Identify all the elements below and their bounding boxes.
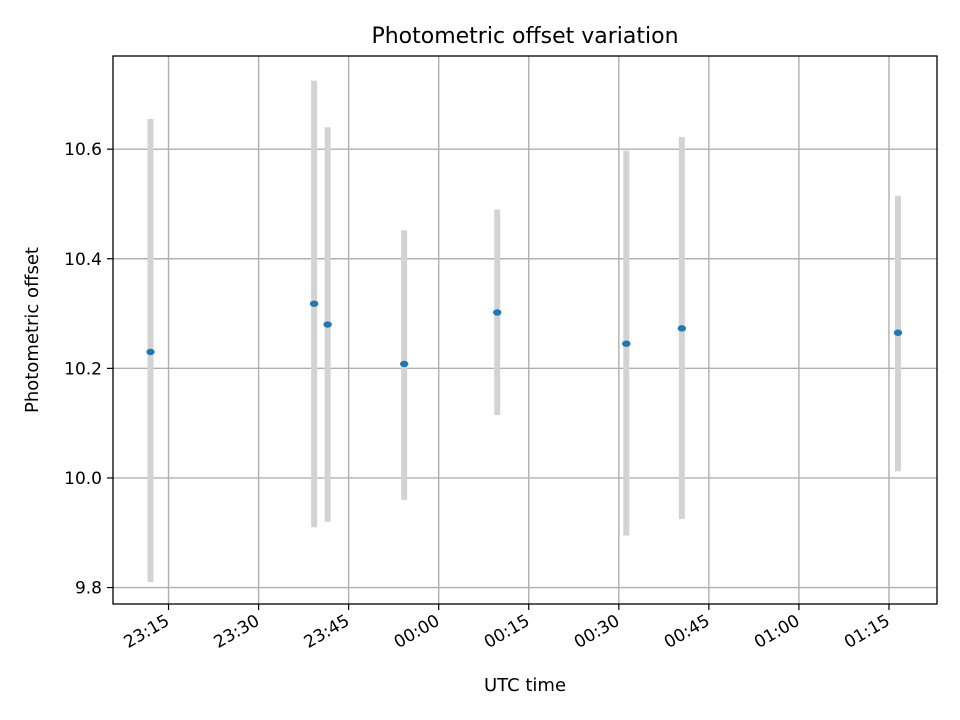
y-axis-label: Photometric offset [22, 247, 43, 413]
y-tick-label: 10.2 [64, 359, 102, 379]
y-tick-label: 10.0 [64, 469, 102, 489]
data-point [493, 309, 502, 316]
y-tick-label: 10.6 [64, 140, 102, 160]
data-point [323, 321, 332, 328]
data-point [399, 360, 409, 368]
data-points [146, 300, 903, 368]
data-point [146, 348, 155, 356]
y-tick-label: 9.8 [75, 579, 102, 599]
y-tick-label: 10.4 [64, 250, 102, 270]
data-point [622, 340, 631, 347]
data-point [309, 300, 319, 307]
plot-frame [112, 55, 938, 605]
grid [113, 56, 937, 604]
data-point [893, 329, 903, 336]
chart-title: Photometric offset variation [371, 24, 678, 49]
x-axis-label: UTC time [484, 675, 566, 696]
data-point [677, 325, 687, 332]
